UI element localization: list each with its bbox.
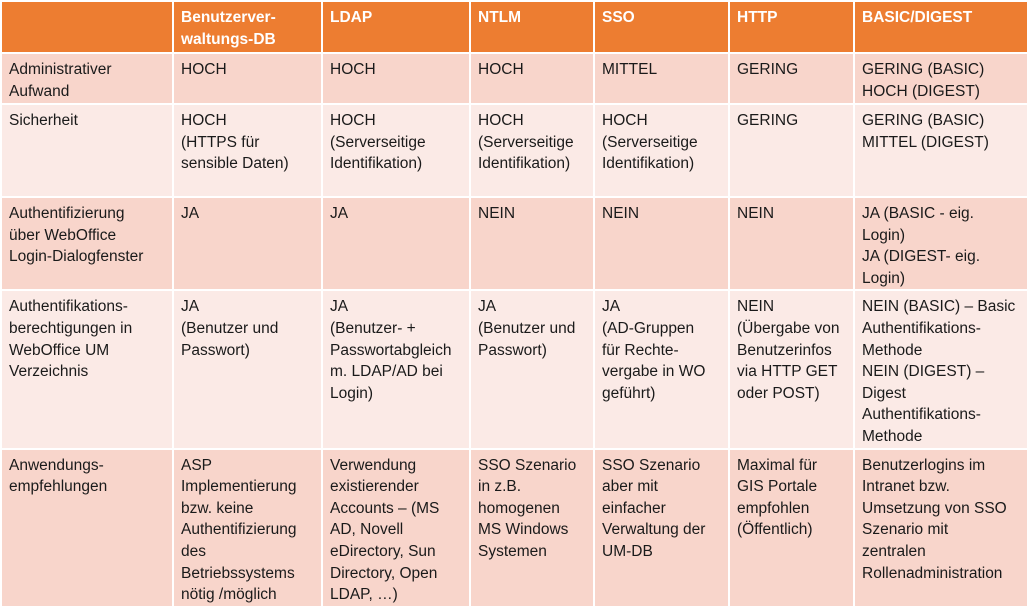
cell-ldap: HOCH xyxy=(321,52,471,105)
header-benutzerverwaltungs-db: Benutzerver- waltungs-DB xyxy=(172,0,323,54)
cell-sso: JA (AD-Gruppen für Rechte- vergabe in WO… xyxy=(593,289,730,450)
cell-ntlm: HOCH (Serverseitige Identifikation) xyxy=(469,103,595,198)
cell-basic-digest: Benutzerlogins im Intranet bzw. Umsetzun… xyxy=(853,447,1028,608)
cell-ldap: HOCH (Serverseitige Identifikation) xyxy=(321,103,471,198)
cell-benutzerverwaltungs-db: JA xyxy=(172,195,323,292)
cell-http: GERING xyxy=(728,103,855,198)
cell-ntlm: SSO Szenario in z.B. homogenen MS Window… xyxy=(469,447,595,608)
header-ntlm: NTLM xyxy=(469,0,595,54)
table-row-sicherheit: Sicherheit HOCH (HTTPS für sensible Daten… xyxy=(0,103,1028,198)
cell-http: Maximal für GIS Portale empfohlen (Öffen… xyxy=(728,447,855,608)
row-label: Anwendungs- empfehlungen xyxy=(0,447,174,608)
cell-sso: SSO Szenario aber mit einfacher Verwaltu… xyxy=(593,447,730,608)
header-ldap: LDAP xyxy=(321,0,471,54)
cell-benutzerverwaltungs-db: JA (Benutzer und Passwort) xyxy=(172,289,323,450)
cell-http: NEIN (Übergabe von Benutzerinfos via HTT… xyxy=(728,289,855,450)
cell-ldap: Verwendung existierender Accounts – (MS … xyxy=(321,447,471,608)
cell-sso: MITTEL xyxy=(593,52,730,105)
cell-basic-digest: GERING (BASIC) MITTEL (DIGEST) xyxy=(853,103,1028,198)
cell-sso: HOCH (Serverseitige Identifikation) xyxy=(593,103,730,198)
cell-ldap: JA xyxy=(321,195,471,292)
cell-http: GERING xyxy=(728,52,855,105)
cell-sso: NEIN xyxy=(593,195,730,292)
cell-ntlm: JA (Benutzer und Passwort) xyxy=(469,289,595,450)
header-sso: SSO xyxy=(593,0,730,54)
header-empty xyxy=(0,0,174,54)
cell-benutzerverwaltungs-db: ASP Implementierung bzw. keine Authentif… xyxy=(172,447,323,608)
header-row: Benutzerver- waltungs-DB LDAP NTLM SSO H… xyxy=(0,0,1028,54)
cell-basic-digest: JA (BASIC - eig. Login) JA (DIGEST- eig.… xyxy=(853,195,1028,292)
cell-http: NEIN xyxy=(728,195,855,292)
header-basic-digest: BASIC/DIGEST xyxy=(853,0,1028,54)
cell-benutzerverwaltungs-db: HOCH xyxy=(172,52,323,105)
table-row-administrativer-aufwand: Administrativer Aufwand HOCH HOCH HOCH MITTE… xyxy=(0,52,1028,105)
cell-basic-digest: NEIN (BASIC) – Basic Authentifikations- … xyxy=(853,289,1028,450)
cell-ntlm: HOCH xyxy=(469,52,595,105)
row-label: Authentifizierung über WebOffice Login-D… xyxy=(0,195,174,292)
table-row-anwendungsempfehlungen: Anwendungs- empfehlungen ASP Implementier… xyxy=(0,447,1028,608)
row-label: Sicherheit xyxy=(0,103,174,198)
header-http: HTTP xyxy=(728,0,855,54)
table-row-authentifikationsberechtigungen: Authentifikations- berechtigungen in Web… xyxy=(0,289,1028,450)
cell-ldap: JA (Benutzer- + Passwortabgleich m. LDAP… xyxy=(321,289,471,450)
row-label: Administrativer Aufwand xyxy=(0,52,174,105)
cell-benutzerverwaltungs-db: HOCH (HTTPS für sensible Daten) xyxy=(172,103,323,198)
cell-basic-digest: GERING (BASIC) HOCH (DIGEST) xyxy=(853,52,1028,105)
cell-ntlm: NEIN xyxy=(469,195,595,292)
row-label: Authentifikations- berechtigungen in Web… xyxy=(0,289,174,450)
table-row-authentifizierung-login: Authentifizierung über WebOffice Login-D… xyxy=(0,195,1028,292)
